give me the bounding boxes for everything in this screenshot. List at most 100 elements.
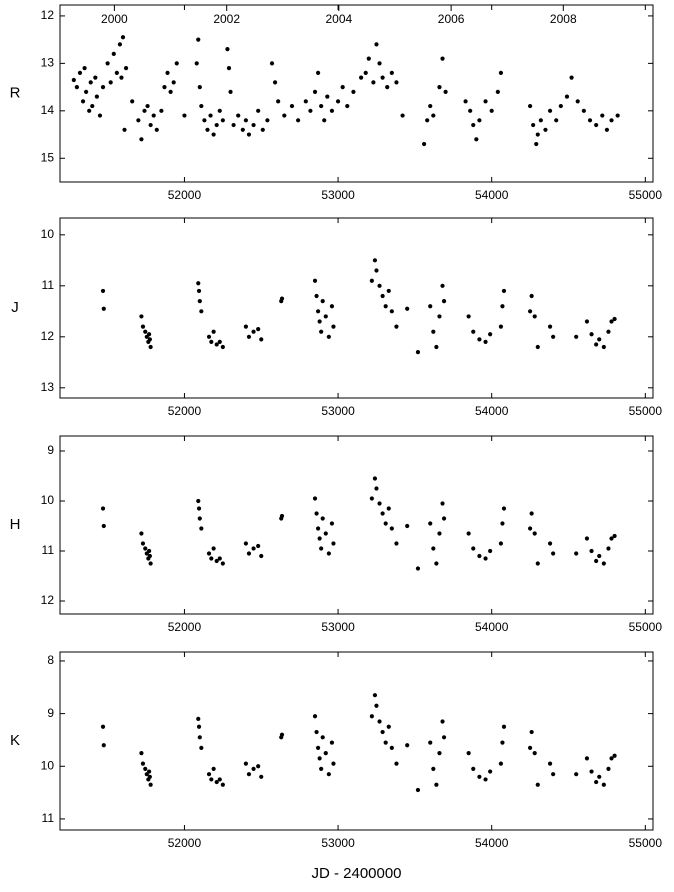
data-point	[319, 329, 324, 334]
data-point	[597, 337, 602, 342]
x-tick-label: 55000	[629, 188, 663, 202]
data-point	[547, 541, 553, 546]
data-point	[531, 122, 536, 128]
data-point	[374, 486, 379, 491]
data-point	[119, 75, 124, 80]
data-point	[151, 113, 156, 118]
data-point	[594, 122, 599, 128]
data-point	[584, 319, 590, 324]
data-point	[246, 132, 252, 137]
data-point	[372, 258, 378, 263]
x-tick-label: 54000	[475, 404, 509, 418]
data-point	[569, 75, 574, 80]
data-point	[256, 543, 261, 549]
data-point	[551, 551, 556, 556]
data-point	[609, 319, 614, 324]
data-point	[122, 127, 127, 132]
data-point	[214, 342, 219, 347]
data-point	[372, 476, 378, 481]
data-point	[101, 306, 106, 311]
data-point	[359, 75, 364, 80]
data-point	[471, 546, 476, 551]
data-point	[584, 536, 590, 541]
data-point	[601, 344, 606, 350]
x-tick-label: 52000	[168, 620, 202, 634]
data-point	[434, 344, 439, 350]
data-point	[431, 329, 436, 334]
data-point	[147, 774, 152, 779]
data-point	[196, 716, 201, 721]
data-point	[211, 766, 216, 772]
data-point	[159, 108, 164, 113]
data-point	[421, 141, 427, 147]
data-point	[340, 84, 345, 90]
data-point	[147, 337, 152, 342]
data-point	[168, 89, 173, 94]
data-point	[105, 61, 110, 66]
data-point	[265, 118, 270, 123]
data-point	[211, 546, 216, 551]
data-point	[377, 501, 382, 506]
data-point	[269, 61, 275, 66]
data-point	[471, 122, 476, 128]
data-point	[483, 556, 488, 561]
plot-frame	[59, 217, 654, 399]
data-point	[415, 566, 421, 571]
data-point	[202, 118, 207, 123]
data-point	[259, 553, 264, 559]
data-point	[143, 329, 148, 334]
data-point	[325, 94, 330, 99]
data-point	[320, 735, 325, 740]
data-point	[500, 740, 505, 745]
data-point	[466, 314, 471, 319]
data-point	[498, 761, 504, 766]
data-point	[240, 127, 245, 132]
data-point	[440, 283, 445, 288]
data-point	[148, 782, 153, 787]
data-point	[243, 324, 248, 329]
data-point	[374, 703, 379, 708]
data-point	[441, 516, 447, 521]
data-point	[574, 551, 579, 556]
data-point	[471, 329, 476, 334]
data-point	[371, 80, 376, 85]
data-point	[587, 118, 593, 123]
data-point	[136, 118, 141, 123]
data-point	[74, 84, 79, 90]
data-point	[394, 761, 399, 766]
data-point	[477, 337, 482, 342]
plot-frame	[59, 435, 654, 615]
data-point	[220, 118, 225, 123]
data-point	[217, 108, 222, 113]
data-point	[385, 84, 390, 90]
data-point	[581, 108, 586, 113]
data-point	[217, 556, 222, 561]
x-tick-label: 54000	[475, 836, 509, 850]
data-point	[139, 314, 144, 319]
x-axis-title: JD - 2400000	[311, 865, 401, 882]
data-point	[394, 324, 399, 329]
data-point	[182, 113, 187, 118]
data-point	[477, 118, 482, 123]
y-tick-label: 11	[42, 278, 55, 292]
data-point	[279, 296, 285, 301]
data-point	[236, 113, 241, 118]
data-point	[314, 293, 319, 299]
data-point	[71, 77, 76, 83]
data-point	[489, 108, 494, 113]
data-point	[174, 61, 179, 66]
data-point	[326, 551, 331, 556]
data-point	[108, 80, 113, 85]
data-point	[329, 521, 335, 526]
data-point	[425, 118, 430, 123]
data-point	[154, 127, 159, 132]
data-point	[594, 779, 599, 785]
data-point	[345, 103, 350, 109]
data-point	[380, 511, 385, 516]
data-point	[495, 89, 500, 94]
data-point	[90, 103, 95, 109]
data-point	[463, 99, 468, 104]
data-point	[114, 70, 119, 75]
data-point	[323, 314, 328, 319]
data-point	[498, 70, 504, 75]
